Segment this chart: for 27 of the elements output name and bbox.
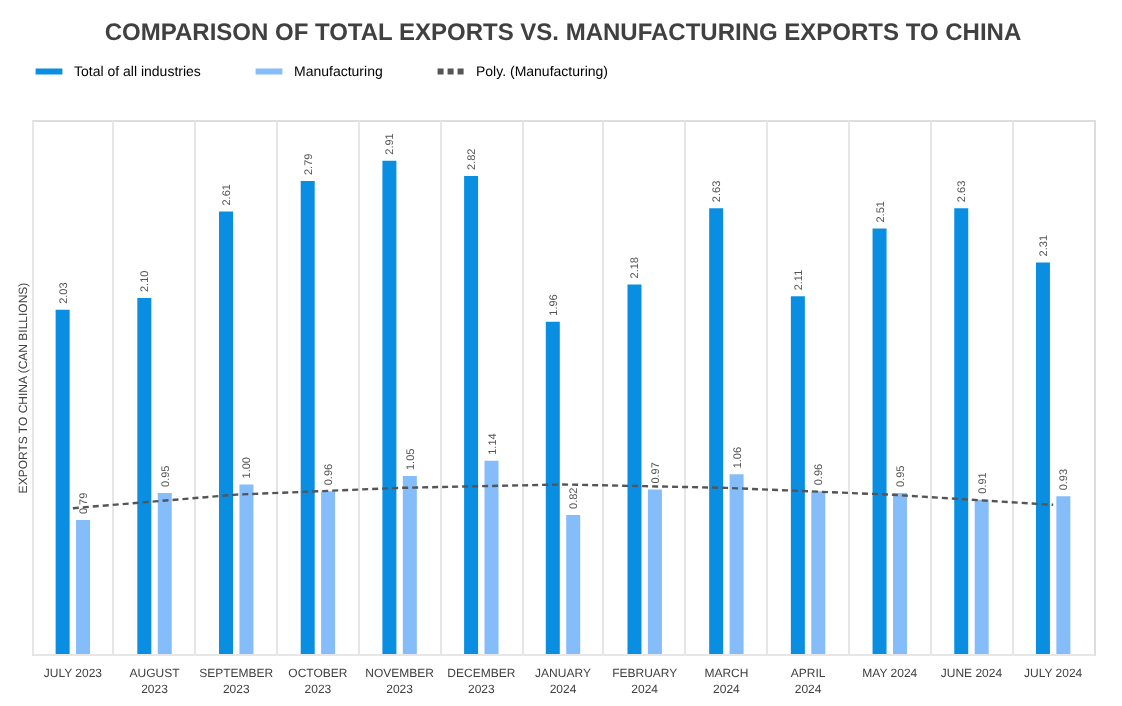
bar <box>545 321 560 654</box>
bar <box>239 484 254 654</box>
bar <box>974 499 989 654</box>
bar <box>627 284 642 654</box>
chart-title: COMPARISON OF TOTAL EXPORTS VS. MANUFACTURING EXPORTS TO CHINA <box>104 18 1022 46</box>
bar <box>1035 262 1050 654</box>
bar <box>76 520 91 654</box>
bar <box>729 474 744 654</box>
bar <box>321 491 336 654</box>
bar <box>300 181 315 654</box>
bar <box>484 460 499 654</box>
bar <box>954 208 969 654</box>
bar <box>382 160 397 654</box>
bar <box>566 514 581 654</box>
bar <box>1056 496 1071 654</box>
bar <box>709 208 724 654</box>
bar <box>219 211 234 654</box>
bar <box>137 298 152 654</box>
bar <box>402 476 417 654</box>
bar <box>55 309 70 654</box>
bar <box>647 489 662 654</box>
bar <box>811 491 826 654</box>
bar <box>157 492 172 654</box>
bar <box>464 175 479 654</box>
bar <box>872 228 887 654</box>
bar <box>892 492 907 654</box>
bar <box>790 296 805 654</box>
